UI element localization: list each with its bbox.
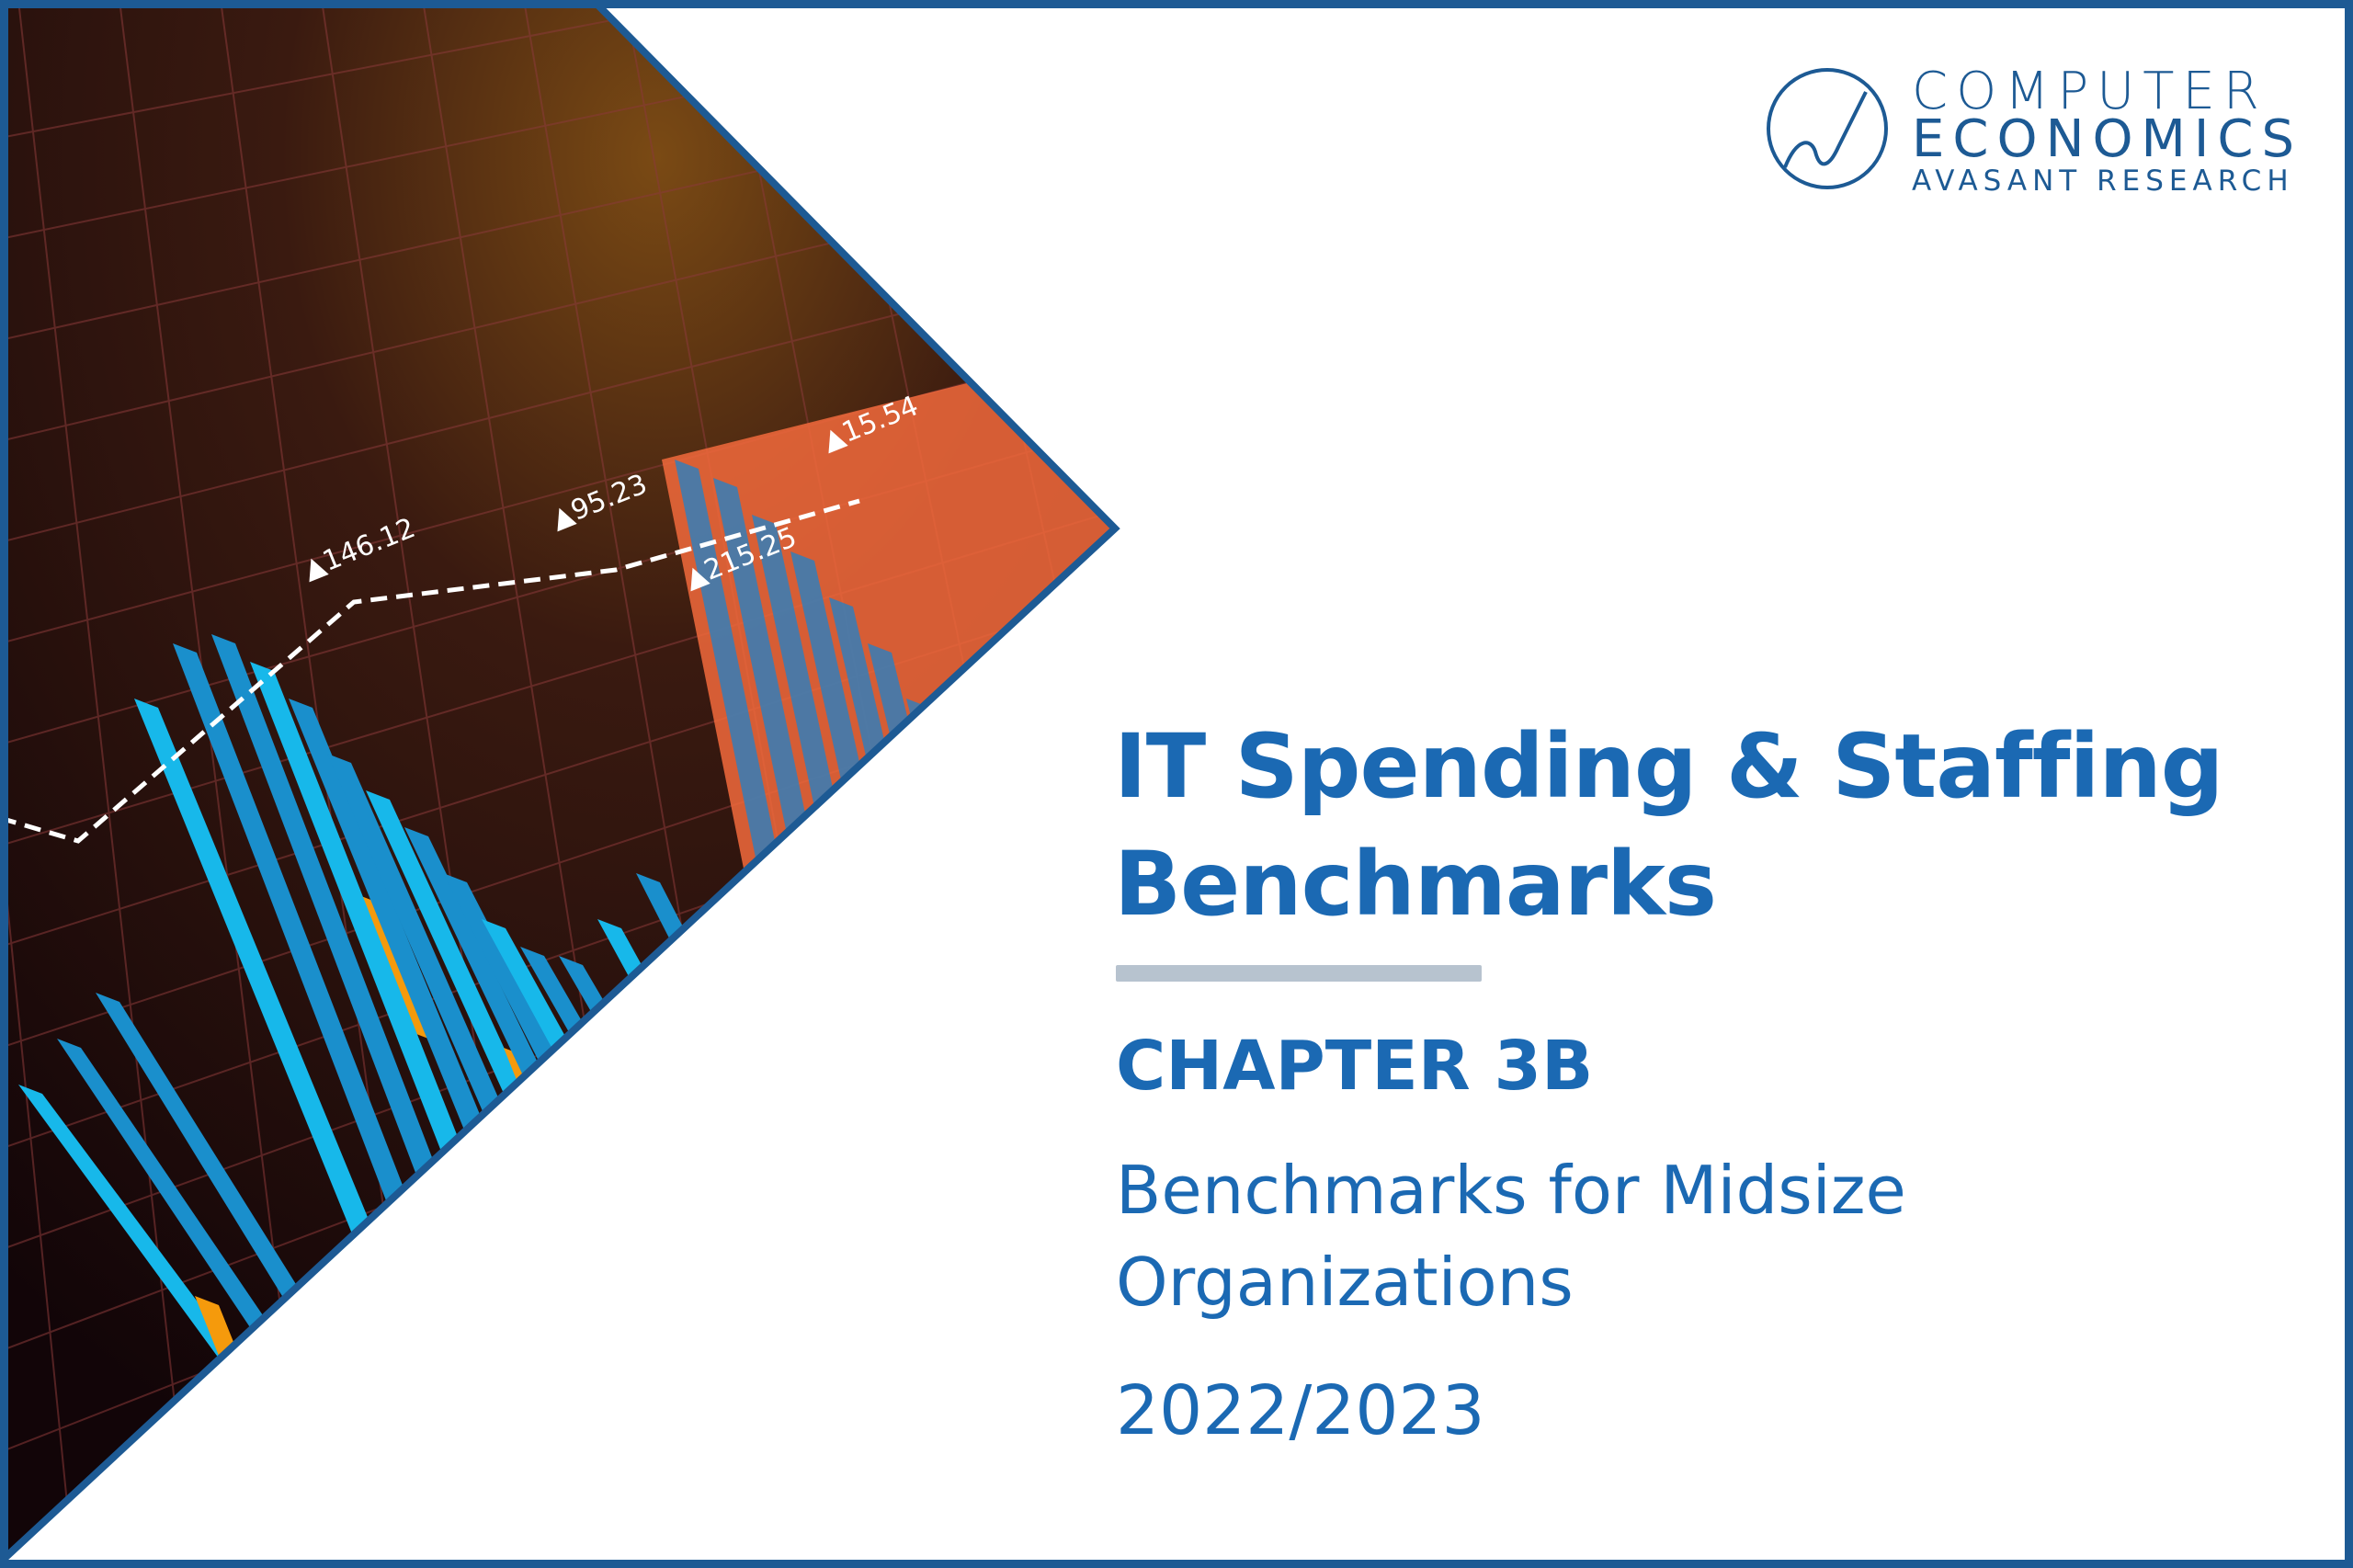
subtitle-line-1: Benchmarks for Midsize [1116,1152,1906,1229]
grid-line [0,0,1115,139]
decorative-bar [868,643,1115,1562]
logo-line-1: COMPUTER [1912,62,2268,121]
title-line-2: Benchmarks [1114,833,1717,936]
title-line-1: IT Spending & Staffing [1114,715,2223,818]
subtitle-line-2: Organizations [1116,1244,1574,1321]
grid-line [17,0,194,1562]
divider-rule [1116,965,1482,982]
page-title: IT Spending & Staffing Benchmarks [1114,708,2223,943]
chapter-label: CHAPTER 3B [1116,1027,1594,1106]
decorative-bar-orange [658,1204,737,1351]
decorative-bar [520,947,898,1562]
grid-line [0,0,74,1562]
decorative-bar [559,956,937,1562]
grid-line [826,0,1115,1562]
decorative-bar [829,597,1078,1562]
subtitle: Benchmarks for Midsize Organizations [1116,1144,1906,1328]
decorative-bar-orange [504,1048,583,1195]
decorative-bar [482,919,859,1562]
edition-year: 2022/2023 [1116,1371,1485,1450]
logo-line-2: ECONOMICS [1912,109,2303,169]
decorative-bar [597,919,975,1562]
decorative-bar [636,873,1014,1562]
computer-economics-logo: COMPUTER ECONOMICS AVASANT RESEARCH [1765,64,2316,202]
logo-circle-wave-icon [1767,68,1888,189]
logo-line-3: AVASANT RESEARCH [1912,165,2294,198]
